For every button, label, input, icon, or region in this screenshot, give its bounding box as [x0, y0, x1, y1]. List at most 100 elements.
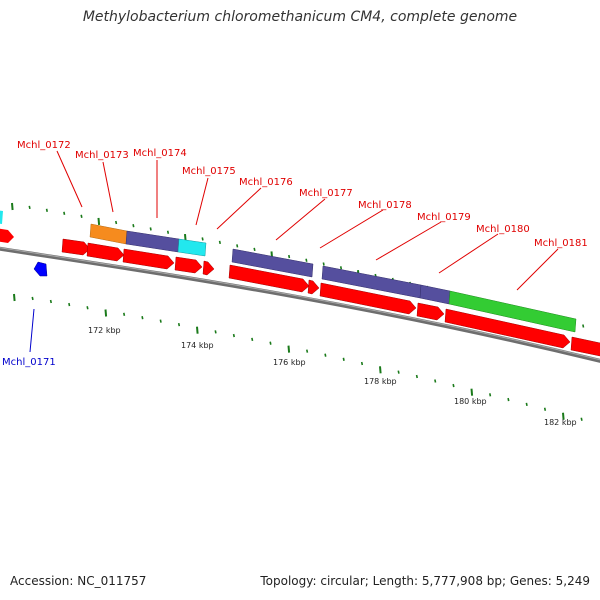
- minor-tick: [45, 208, 48, 212]
- minor-tick: [452, 383, 455, 388]
- minor-tick: [141, 316, 144, 320]
- cds-arrow[interactable]: [570, 336, 600, 357]
- genome-stats-text: Topology: circular; Length: 5,777,908 bp…: [260, 574, 590, 588]
- minor-tick: [543, 407, 547, 411]
- minor-tick: [507, 397, 510, 402]
- scale-labels: 172 kbp 174 kbp 176 kbp 178 kbp 180 kbp …: [88, 326, 577, 427]
- minor-tick: [159, 319, 162, 323]
- inner-tick-row: [13, 293, 583, 421]
- minor-tick: [251, 337, 254, 342]
- minor-tick: [86, 306, 89, 310]
- minor-tick: [115, 220, 118, 225]
- cds-arrow[interactable]: [416, 302, 445, 321]
- scale-label: 176 kbp: [273, 358, 306, 367]
- minor-tick: [525, 402, 528, 407]
- scale-label: 180 kbp: [454, 397, 487, 406]
- major-tick: [287, 345, 291, 353]
- cds-arrow[interactable]: [174, 256, 203, 274]
- minor-tick: [80, 214, 83, 218]
- major-tick: [562, 412, 565, 420]
- cog-bar-0174[interactable]: [125, 230, 180, 253]
- minor-tick: [288, 254, 291, 259]
- minor-tick: [489, 393, 492, 397]
- gene-labels: Mchl_0172 Mchl_0173 Mchl_0174 Mchl_0175 …: [2, 140, 588, 368]
- minor-tick: [31, 296, 34, 301]
- minor-tick: [123, 312, 126, 316]
- minor-tick: [306, 349, 309, 353]
- minor-tick: [269, 341, 272, 345]
- cds-arrow[interactable]: [202, 260, 215, 276]
- gene-label-mchl-0172[interactable]: Mchl_0172: [17, 140, 71, 151]
- minor-tick: [63, 211, 66, 215]
- gene-label-mchl-0176[interactable]: Mchl_0176: [239, 177, 293, 188]
- minor-tick: [177, 322, 181, 327]
- cds-arrow[interactable]: [444, 308, 571, 349]
- major-tick: [104, 309, 108, 317]
- forward-leader-lines: [56, 150, 559, 291]
- minor-tick: [339, 266, 343, 270]
- minor-tick: [360, 361, 364, 366]
- minor-tick: [342, 357, 345, 361]
- minor-tick: [582, 324, 585, 328]
- minor-tick: [28, 205, 31, 210]
- cds-arrow[interactable]: [307, 279, 320, 295]
- minor-tick: [322, 262, 325, 266]
- gene-label-mchl-0171[interactable]: Mchl_0171: [2, 357, 56, 368]
- major-tick: [13, 293, 16, 302]
- scale-label: 178 kbp: [364, 377, 397, 386]
- minor-tick: [415, 374, 418, 379]
- cog-bar-0176[interactable]: [231, 248, 314, 278]
- reverse-cds-arrow[interactable]: [33, 261, 48, 277]
- accession-text: Accession: NC_011757: [10, 574, 147, 588]
- map-title: Methylobacterium chloromethanicum CM4, c…: [82, 9, 518, 25]
- cog-bars: [0, 210, 577, 333]
- cog-bar-0179[interactable]: [419, 284, 451, 305]
- minor-tick: [253, 247, 256, 252]
- minor-tick: [305, 258, 308, 262]
- minor-tick: [49, 299, 52, 304]
- cds-arrow[interactable]: [61, 238, 91, 256]
- minor-tick: [132, 224, 135, 228]
- minor-tick: [324, 353, 327, 357]
- minor-tick: [214, 330, 217, 334]
- scale-label: 172 kbp: [88, 326, 121, 335]
- cds-arrow[interactable]: [228, 264, 310, 293]
- scale-label: 182 kbp: [544, 418, 577, 427]
- major-tick: [379, 366, 382, 374]
- minor-tick: [236, 244, 239, 248]
- minor-tick: [434, 379, 437, 383]
- gene-label-mchl-0173[interactable]: Mchl_0173: [75, 150, 129, 161]
- backbone-highlight: [0, 247, 600, 361]
- minor-tick: [166, 230, 170, 234]
- minor-tick: [201, 237, 204, 241]
- scale-label: 174 kbp: [181, 341, 214, 350]
- cog-bar-0173[interactable]: [89, 223, 128, 245]
- gene-label-mchl-0175[interactable]: Mchl_0175: [182, 166, 236, 177]
- minor-tick: [218, 240, 221, 245]
- gene-label-mchl-0180[interactable]: Mchl_0180: [476, 224, 530, 235]
- gene-label-mchl-0174[interactable]: Mchl_0174: [133, 148, 187, 159]
- minor-tick: [232, 333, 235, 338]
- minor-tick: [149, 227, 152, 231]
- cog-bar-0175[interactable]: [177, 238, 207, 257]
- major-tick: [196, 326, 199, 334]
- cog-bar-edge: [0, 210, 3, 224]
- cog-bar-0172[interactable]: [0, 228, 14, 243]
- gene-label-mchl-0179[interactable]: Mchl_0179: [417, 212, 471, 223]
- cds-arrow[interactable]: [86, 242, 125, 262]
- gene-label-mchl-0177[interactable]: Mchl_0177: [299, 188, 353, 199]
- forward-cds-track: [61, 238, 600, 357]
- minor-tick: [397, 370, 400, 374]
- minor-tick: [68, 302, 71, 307]
- minor-tick: [580, 417, 583, 421]
- major-tick: [470, 388, 474, 396]
- gene-label-mchl-0181[interactable]: Mchl_0181: [534, 238, 588, 249]
- cds-arrow[interactable]: [122, 248, 175, 270]
- major-tick: [11, 202, 14, 211]
- reverse-leader-line: [29, 308, 35, 353]
- cds-arrow[interactable]: [319, 282, 417, 315]
- genome-backbone: [0, 246, 600, 363]
- gene-label-mchl-0178[interactable]: Mchl_0178: [358, 200, 412, 211]
- cog-bar-0180[interactable]: [448, 290, 577, 333]
